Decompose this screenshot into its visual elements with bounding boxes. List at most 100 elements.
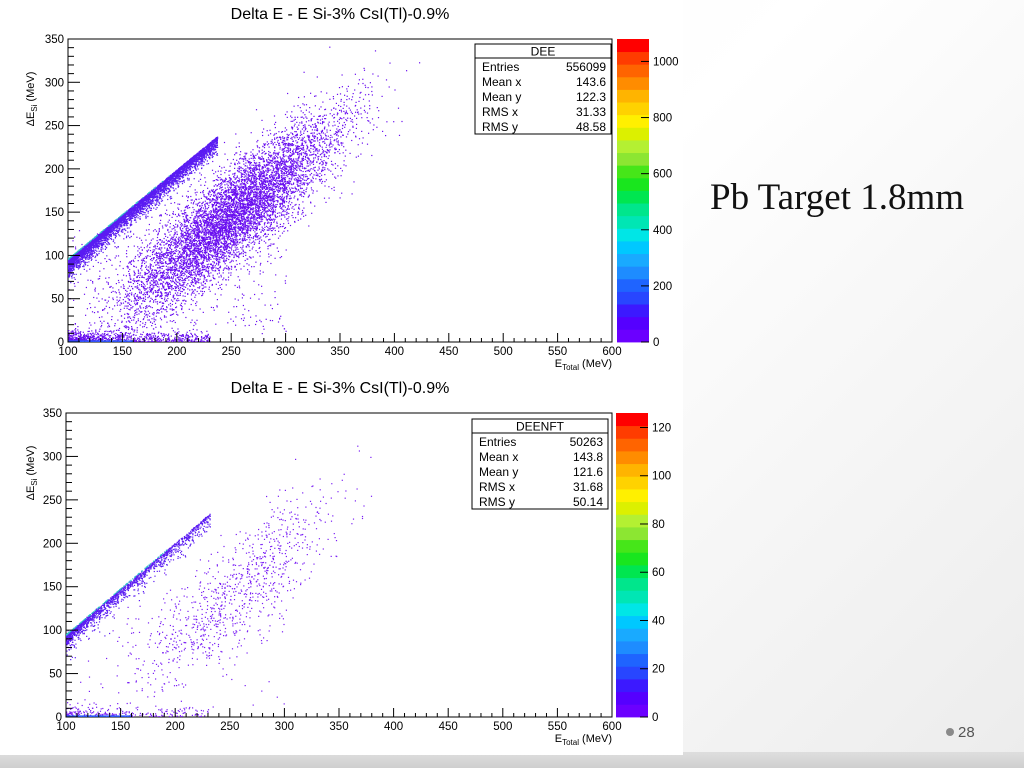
data-point (127, 214, 129, 216)
data-point (168, 177, 170, 179)
data-point (129, 219, 131, 221)
data-point (102, 248, 104, 250)
data-point (185, 167, 187, 169)
data-point (125, 214, 127, 216)
data-point (110, 231, 112, 233)
data-point (93, 251, 95, 253)
data-point (138, 207, 140, 209)
data-point (90, 256, 92, 258)
data-point (132, 217, 134, 219)
data-point (207, 148, 210, 150)
data-point (121, 224, 123, 226)
data-point (195, 157, 197, 159)
data-point (197, 163, 199, 166)
data-point (88, 258, 90, 260)
data-point (213, 146, 215, 148)
data-point (121, 217, 123, 219)
data-point (204, 155, 206, 157)
data-point (217, 146, 219, 148)
data-point (83, 260, 85, 262)
data-point (99, 235, 101, 238)
data-point (204, 153, 206, 155)
data-point (174, 173, 176, 175)
data-point (141, 203, 143, 205)
data-point (81, 250, 83, 252)
data-point (155, 195, 157, 197)
data-point (124, 222, 126, 224)
data-point (118, 227, 120, 229)
data-point (76, 265, 78, 267)
data-point (216, 139, 218, 141)
data-point (211, 148, 213, 150)
data-point (135, 210, 137, 212)
data-point (89, 256, 91, 258)
data-point (171, 179, 173, 181)
data-point (184, 165, 186, 167)
data-point (171, 181, 173, 183)
data-point (113, 233, 115, 235)
data-point (127, 212, 129, 214)
data-point (185, 164, 187, 166)
data-point (104, 245, 106, 247)
data-point (97, 248, 99, 250)
data-point (213, 142, 215, 144)
data-point (145, 217, 147, 219)
data-point (75, 263, 78, 265)
data-point (213, 152, 215, 154)
data-point (106, 232, 108, 234)
data-point (163, 191, 165, 193)
data-point (134, 218, 136, 220)
data-point (70, 261, 72, 263)
data-point (151, 198, 154, 200)
data-point (139, 218, 141, 220)
data-point (113, 224, 115, 226)
data-point (162, 183, 164, 185)
data-point (76, 252, 78, 254)
data-point (105, 240, 107, 242)
data-point (202, 154, 204, 156)
data-point (203, 153, 205, 156)
data-point (165, 185, 167, 187)
data-point (215, 145, 217, 148)
data-point (139, 207, 141, 209)
data-point (89, 252, 91, 254)
data-point (188, 165, 191, 167)
data-point (134, 215, 136, 217)
data-point (148, 196, 150, 198)
data-point (75, 266, 77, 268)
data-point (132, 212, 134, 214)
data-point (146, 197, 148, 199)
data-point (71, 270, 73, 272)
data-point (115, 230, 117, 232)
data-point (138, 205, 140, 207)
data-point (97, 239, 99, 241)
data-point (114, 232, 117, 234)
data-point (142, 201, 144, 203)
data-point (207, 151, 209, 153)
data-point (140, 205, 142, 207)
data-point (162, 196, 164, 198)
data-point (95, 244, 97, 246)
data-point (198, 156, 200, 158)
data-point (168, 188, 170, 190)
data-point (107, 229, 109, 231)
data-point (115, 226, 117, 228)
data-point (169, 189, 171, 191)
data-point (169, 178, 171, 180)
data-point (213, 144, 215, 146)
data-point (187, 167, 189, 169)
data-point (76, 266, 78, 268)
data-point (210, 147, 212, 150)
data-point (173, 172, 175, 174)
data-point (195, 168, 197, 170)
data-point (183, 179, 185, 181)
data-point (199, 159, 201, 161)
data-point (97, 243, 99, 245)
data-point (163, 191, 166, 193)
data-point (176, 176, 178, 178)
data-point (204, 150, 206, 152)
data-point (157, 193, 159, 195)
data-point (202, 161, 204, 163)
data-point (142, 214, 144, 216)
data-point (199, 157, 201, 160)
